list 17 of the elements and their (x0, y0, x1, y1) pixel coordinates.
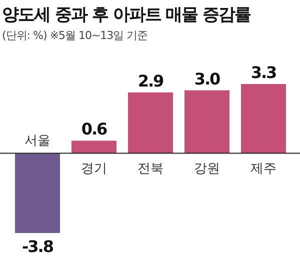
bar (128, 92, 173, 154)
chart-subtitle: (단위: %) ※5월 10~13일 기준 (2, 29, 148, 42)
x-tick-label: 서울 (24, 133, 50, 148)
data-label: 2.9 (138, 71, 164, 90)
x-tick-label: 전북 (138, 161, 164, 176)
bar (72, 140, 116, 154)
data-label: 0.6 (81, 120, 108, 139)
bar (184, 90, 230, 154)
bar (241, 84, 286, 154)
x-tick-label: 강원 (194, 161, 220, 176)
data-label: 3.0 (194, 69, 221, 88)
data-label: -3.8 (22, 237, 54, 256)
x-tick-label: 경기 (81, 161, 107, 176)
chart-title: 양도세 중과 후 아파트 매물 증감률 (2, 5, 252, 25)
data-label: 3.3 (250, 63, 276, 82)
bar (15, 153, 60, 233)
x-tick-label: 제주 (250, 161, 276, 176)
